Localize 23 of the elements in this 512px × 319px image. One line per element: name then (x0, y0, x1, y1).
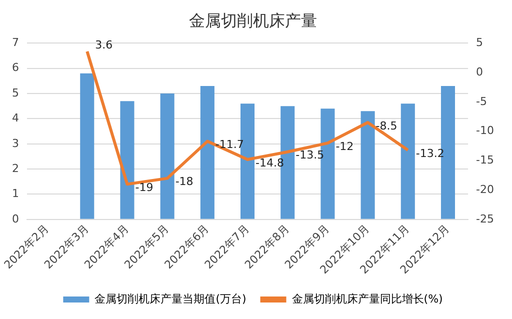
y-tick-label: 4 (12, 112, 19, 125)
y2-tick-label: -10 (476, 124, 494, 138)
legend-label: 金属切削机床产量当期值(万台) (94, 292, 246, 306)
y2-tick-label: 5 (476, 36, 484, 50)
y-tick-label: 5 (12, 86, 19, 100)
chart-title: 金属切削机床产量 (189, 10, 317, 30)
data-label: -12 (336, 140, 354, 153)
y2-tick-label: -15 (476, 154, 494, 167)
data-label: 3.6 (95, 38, 113, 52)
y-tick-label: 7 (12, 36, 19, 50)
y-tick-label: 6 (12, 61, 19, 74)
y-tick-label: 0 (12, 212, 19, 226)
y2-tick-label: -25 (476, 212, 494, 226)
y2-tick-label: 0 (476, 65, 484, 78)
y-tick-label: 1 (12, 187, 19, 200)
y2-tick-label: -20 (476, 182, 494, 196)
y-tick-label: 2 (12, 162, 19, 175)
data-label: -18 (175, 175, 194, 188)
y2-tick-label: -5 (476, 94, 488, 108)
data-label: -8.5 (376, 119, 398, 132)
data-label: -19 (135, 181, 154, 194)
y-tick-label: 3 (12, 136, 19, 150)
legend-label: 金属切削机床产量同比增长(%) (292, 292, 443, 306)
